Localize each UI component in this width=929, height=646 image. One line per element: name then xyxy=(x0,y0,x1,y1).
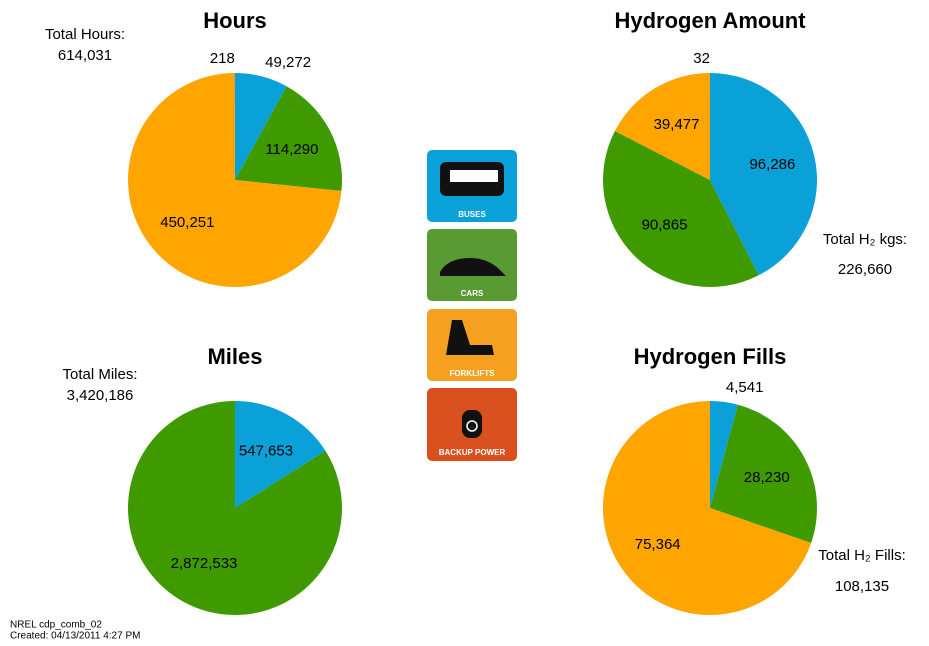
legend-label: FORKLIFTS xyxy=(450,369,496,378)
legend xyxy=(427,150,517,461)
chart-title: Miles xyxy=(207,344,262,369)
pie-slice xyxy=(710,401,738,508)
chart-title: Hydrogen Amount xyxy=(614,8,806,33)
slice-label: 218 xyxy=(210,50,235,67)
slice-label: 450,251 xyxy=(160,214,214,231)
pie-slice xyxy=(614,73,710,180)
chart-title: Hours xyxy=(203,8,267,33)
slice-label: 75,364 xyxy=(635,536,681,553)
footer-text: Created: 04/13/2011 4:27 PM xyxy=(10,631,140,642)
slice-label: 114,290 xyxy=(265,141,318,158)
pie-slice xyxy=(235,73,287,180)
chart-title: Hydrogen Fills xyxy=(634,344,787,369)
total-note: 108,135 xyxy=(835,578,889,595)
pie-slice xyxy=(710,73,818,276)
legend-label: BUSES xyxy=(458,210,486,219)
pie-slice xyxy=(235,86,342,191)
power-icon xyxy=(466,420,478,432)
total-note: 226,660 xyxy=(838,261,892,278)
slice-label: 28,230 xyxy=(744,469,790,486)
total-note: Total H₂ kgs: xyxy=(823,231,907,248)
legend-label: CARS xyxy=(461,289,484,298)
bus-icon xyxy=(450,170,498,182)
slice-label: 96,286 xyxy=(749,156,795,173)
footer-text: NREL cdp_comb_02 xyxy=(10,620,102,631)
pie-slice xyxy=(603,131,759,287)
total-note: Total H₂ Fills: xyxy=(818,547,906,564)
slice-label: 90,865 xyxy=(642,216,688,233)
slice-label: 32 xyxy=(693,50,710,67)
total-note: 614,031 xyxy=(58,47,112,64)
pie-slice xyxy=(235,401,326,508)
slice-label: 4,541 xyxy=(726,379,764,396)
legend-label: BACKUP POWER xyxy=(439,448,506,457)
slice-label: 39,477 xyxy=(654,116,700,133)
pie-slice xyxy=(710,404,817,544)
pie-slice xyxy=(127,401,342,615)
pie-slice xyxy=(127,73,342,287)
pie-slice xyxy=(603,401,812,615)
car-icon xyxy=(440,258,506,276)
slice-label: 2,872,533 xyxy=(171,555,238,572)
slice-label: 49,272 xyxy=(265,54,311,71)
total-note: Total Hours: xyxy=(45,26,125,43)
power-icon xyxy=(462,410,482,438)
slice-label: 547,653 xyxy=(239,443,293,460)
forklift-icon xyxy=(446,320,494,355)
total-note: 3,420,186 xyxy=(67,387,134,404)
total-note: Total Miles: xyxy=(62,366,137,383)
